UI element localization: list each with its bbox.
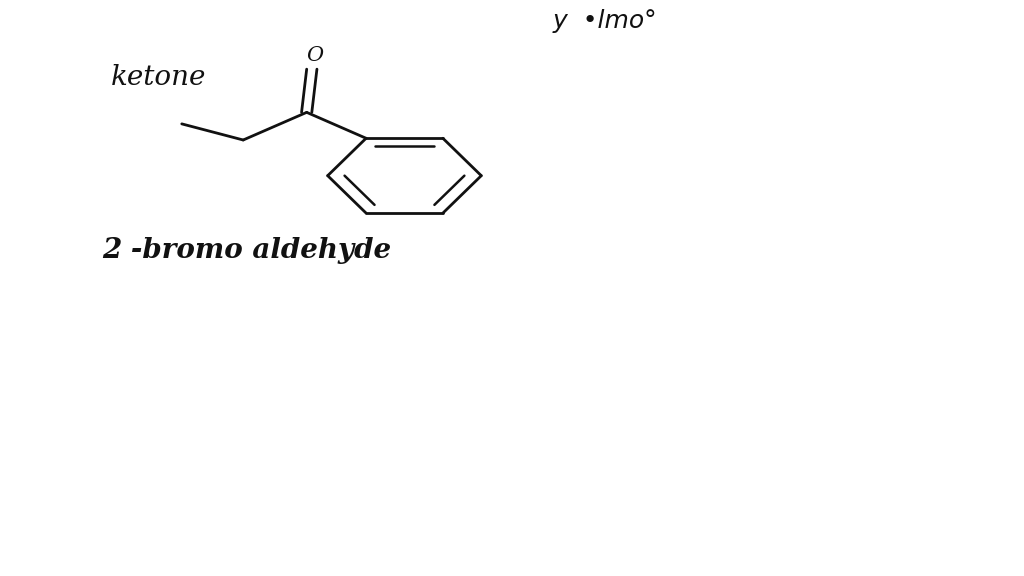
Text: O: O (306, 46, 324, 65)
Text: ketone: ketone (111, 65, 206, 91)
Text: 2 -bromo aldehyde: 2 -bromo aldehyde (102, 237, 391, 264)
Text: y  •lmo°: y •lmo° (553, 9, 657, 33)
